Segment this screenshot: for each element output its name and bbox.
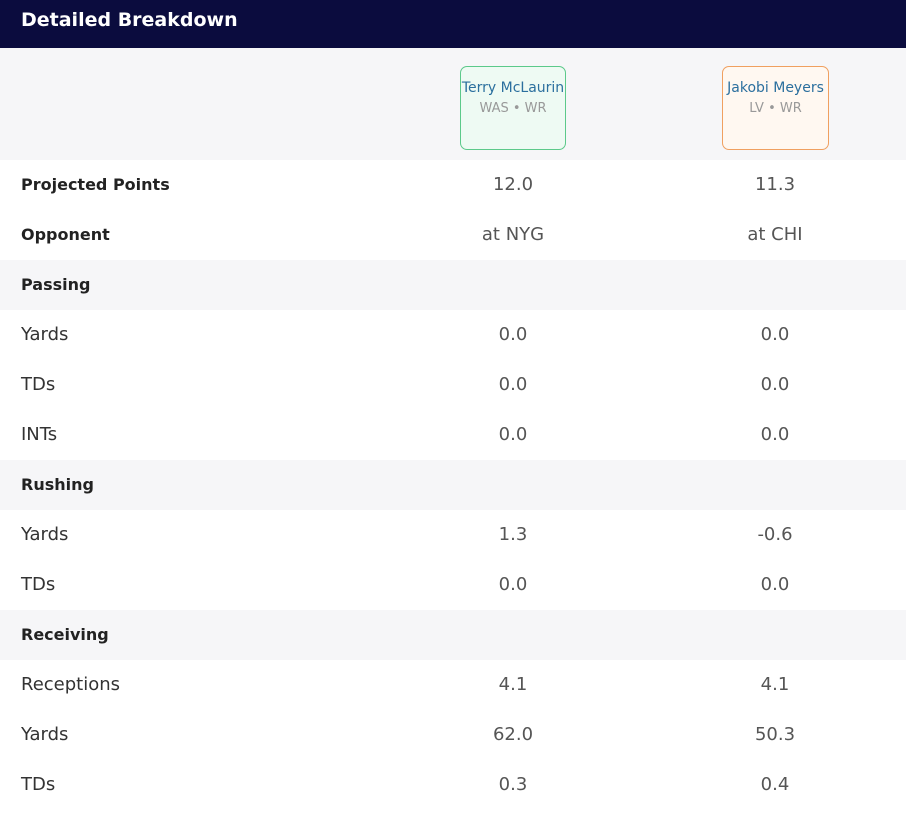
- row-label: INTs: [21, 424, 58, 445]
- stat-row: TDs 0.0 0.0: [0, 360, 906, 410]
- row-label: Yards: [21, 724, 69, 745]
- stat-row: TDs 0.3 0.4: [0, 760, 906, 810]
- row-value: 62.0: [492, 724, 534, 745]
- row-label: TDs: [21, 774, 56, 795]
- section-row: Passing: [0, 260, 906, 310]
- stat-row: Receptions 4.1 4.1: [0, 660, 906, 710]
- player-name: Terry McLaurin: [461, 80, 565, 96]
- row-value: 12.0: [492, 174, 534, 195]
- row-value: 0.4: [760, 774, 790, 795]
- stat-row: Yards 0.0 0.0: [0, 310, 906, 360]
- row-value: 4.1: [498, 674, 528, 695]
- player-meta: LV • WR: [749, 101, 802, 116]
- stat-row: Yards 62.0 50.3: [0, 710, 906, 760]
- row-value: 0.0: [760, 324, 790, 345]
- row-value: 0.0: [498, 424, 528, 445]
- title: Detailed Breakdown: [21, 9, 238, 31]
- row-value: 50.3: [754, 724, 796, 745]
- section-row: Receiving: [0, 610, 906, 660]
- row-value: 11.3: [754, 174, 796, 195]
- row-label: TDs: [21, 374, 56, 395]
- row-value: 0.0: [498, 374, 528, 395]
- player-header: Terry McLaurin WAS • WR Jakobi Meyers LV • …: [0, 48, 906, 160]
- player-name: Jakobi Meyers: [727, 80, 824, 96]
- row-value: 0.0: [760, 574, 790, 595]
- row-value: 0.0: [498, 574, 528, 595]
- stat-row: Yards 1.3 -0.6: [0, 510, 906, 560]
- row-value: 4.1: [760, 674, 790, 695]
- row-label: Receptions: [21, 674, 121, 695]
- section-title: Rushing: [21, 475, 94, 494]
- row-value: -0.6: [757, 524, 793, 545]
- section-title: Passing: [21, 275, 91, 294]
- row-value: at NYG: [481, 224, 545, 245]
- player-card: Terry McLaurin WAS • WR: [460, 66, 566, 150]
- section-row: Rushing: [0, 460, 906, 510]
- stat-row: Projected Points 12.0 11.3: [0, 160, 906, 210]
- row-label: Yards: [21, 324, 69, 345]
- header-bar: Detailed Breakdown: [0, 0, 906, 48]
- row-label: Opponent: [21, 225, 110, 244]
- section-title: Receiving: [21, 625, 109, 644]
- row-value: at CHI: [747, 224, 803, 245]
- row-label: TDs: [21, 574, 56, 595]
- stat-row: TDs 0.0 0.0: [0, 560, 906, 610]
- player-meta: WAS • WR: [479, 101, 547, 116]
- player-card: Jakobi Meyers LV • WR: [722, 66, 829, 150]
- breakdown-table: Projected Points 12.0 11.3 Opponent at NYG at…: [0, 160, 906, 810]
- row-value: 1.3: [498, 524, 528, 545]
- stat-row: INTs 0.0 0.0: [0, 410, 906, 460]
- row-value: 0.0: [498, 324, 528, 345]
- row-value: 0.0: [760, 374, 790, 395]
- row-label: Projected Points: [21, 175, 170, 194]
- row-value: 0.0: [760, 424, 790, 445]
- row-label: Yards: [21, 524, 69, 545]
- stat-row: Opponent at NYG at CHI: [0, 210, 906, 260]
- row-value: 0.3: [498, 774, 528, 795]
